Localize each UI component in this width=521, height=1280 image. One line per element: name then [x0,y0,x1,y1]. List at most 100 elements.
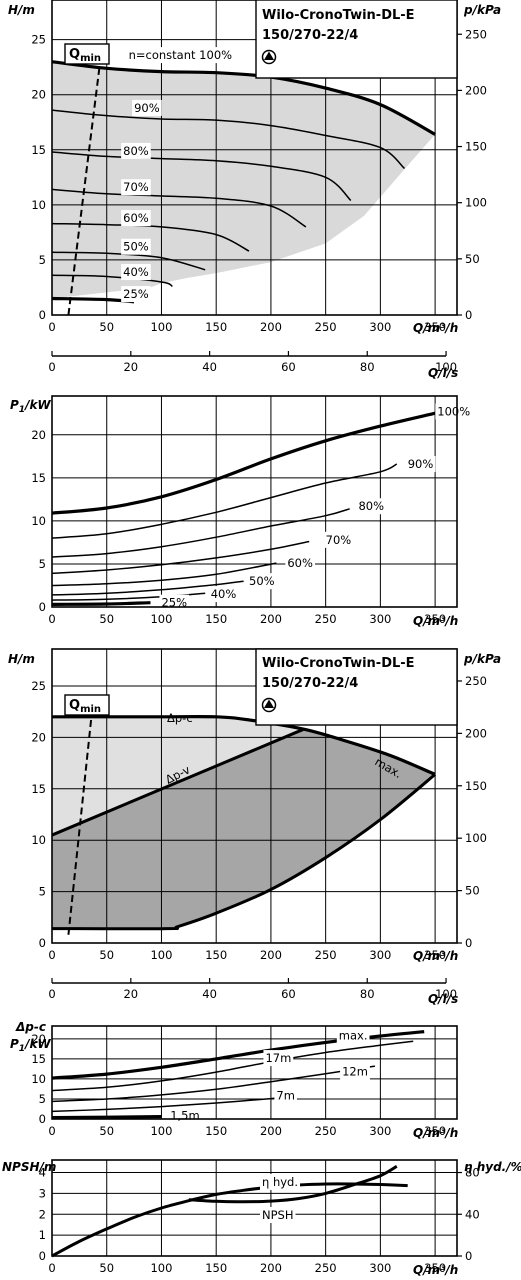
ls-tick-label: 60 [281,987,296,1001]
y-tick-label: 0 [39,308,46,322]
chart-power-speed: 100%90%80%70%60%50%40%25% 0 50 100 150 200 25… [10,395,473,628]
x-tick-label: 250 [315,612,337,626]
ls-tick-label: 0 [48,987,55,1001]
grid [52,1160,457,1256]
title-box [255,0,458,79]
y2-tick-label: 200 [465,726,487,740]
series-label-bg-1 [132,99,162,116]
x-axis-label: Q/m³/h [413,949,458,963]
y-tick-label: 5 [39,253,46,267]
eta-label-bg [260,1174,300,1190]
speed-curves: n=constant 100% 90% 80% 70% 60% 50% 40% 25% [51,47,436,304]
series-label-bg-2 [356,498,387,515]
series-label-4: 1,5m [170,1108,200,1122]
y2-tick-label: 150 [465,779,487,793]
x-tick-label: 50 [99,320,114,334]
ls-tick-label: 20 [123,360,138,374]
y-axis-label: H/m [8,652,35,666]
y-tick-label: 10 [31,833,46,847]
y2-tick-label: 200 [465,83,487,97]
series-line-3 [51,540,310,575]
series-line-7 [51,601,151,606]
series-label-bg-0 [435,403,473,420]
series-label-bg-2 [340,1063,370,1080]
series-line-1 [51,109,406,170]
y2-tick-labels: 0 50 100 150 200 250 [457,27,487,322]
y2-tick-label: 250 [465,27,487,41]
x-tick-label: 100 [150,948,172,962]
series-line-0 [51,60,436,136]
y-tick-label: 3 [39,1186,46,1200]
y-axis-label: H/m [8,3,35,17]
series-line-0 [51,411,436,515]
power-curves: 100% 90% 80% 70% 60% 50% 40% 25% [51,403,473,611]
series-label-bg-3 [274,1087,297,1104]
chart-title-line1: Wilo-CronoTwin-DL-E [262,8,415,23]
x-tick-label: 350 [424,612,446,626]
y-tick-label: 25 [31,679,46,693]
series-label-bg-4 [285,555,315,572]
series-label-7: 25% [161,596,187,610]
ls-tick-label: 20 [123,987,138,1001]
y2-tick-label: 0 [465,1249,472,1263]
ls-axis-label: Q/l/s [428,992,458,1006]
x-tick-label: 150 [205,320,227,334]
plot-frame [51,1025,458,1120]
series-label-5: 50% [123,240,149,254]
y2-tick-labels: 0 50 100 150 200 250 [457,674,487,950]
y2-tick-label: 0 [465,936,472,950]
x-tick-label: 200 [260,612,282,626]
axis-litres-per-second-2: 0 20 40 60 80 100 Q/l/s [48,978,458,1006]
series-label-bg-6 [208,586,239,603]
series-label-bg-0 [336,1027,370,1044]
x-axis-label: Q/m³/h [413,1126,458,1140]
ls-tick-label: 80 [360,987,375,1001]
y-axis-label: NPSH/m [2,1160,56,1174]
chart-title-line2: 150/270-22/4 [262,676,358,691]
qmin-label: Qmin [69,47,101,64]
x-tick-labels: 0 50 100 150 200 250 300 350 [48,1124,446,1138]
series-label-bg-6 [121,264,151,281]
series-line-5 [51,580,244,596]
series-label-bg-5 [247,573,277,590]
grid [52,1026,457,1119]
y-tick-label: 0 [39,1249,46,1263]
y-tick-label: 15 [31,1052,46,1066]
series-line-2 [51,508,350,558]
y-tick-label: 15 [31,471,46,485]
operating-range-area [52,61,436,299]
plot-frame [51,1159,458,1257]
series-line-4 [51,1115,162,1120]
y-tick-label: 0 [39,936,46,950]
x-tick-label: 0 [48,612,55,626]
y-axis-label: P1/kW [10,398,51,415]
x-tick-label: 250 [315,948,337,962]
ls-tick-label: 100 [435,360,457,374]
series-label-bg-1 [263,1050,294,1067]
series-label-3: 7m [276,1088,295,1102]
series-label-bg-4 [121,210,151,227]
series-label-bg-2 [121,142,151,159]
wilo-logo-icon [261,49,277,65]
qmin-box [64,43,110,65]
plot-frame [51,648,458,944]
series-line-2 [51,1065,376,1103]
y-tick-label: 2 [39,1207,46,1221]
series-label-0: max. [339,1029,368,1043]
series-label-2: 12m [342,1065,368,1079]
x-tick-label: 100 [150,1261,172,1275]
y-tick-label: 15 [31,782,46,796]
series-label-bg-1 [405,456,436,473]
x-axis-label: Q/m³/h [413,321,458,335]
y-tick-labels: 0 5 10 15 20 25 [31,679,46,950]
x-tick-label: 200 [260,948,282,962]
series-line-0 [51,1030,425,1080]
eta-label: η hyd. [262,1175,298,1189]
chart-head-dp: 0 50 100 150 200 250 300 350 0 5 10 15 20 25 0 50 100 1… [8,648,501,963]
x-tick-label: 200 [260,1261,282,1275]
x-tick-label: 350 [424,1124,446,1138]
dpv-range-area [52,729,436,929]
ls-axis-label: Q/l/s [428,366,458,380]
x-tick-labels: 0 50 100 150 200 250 300 350 [48,1261,446,1275]
